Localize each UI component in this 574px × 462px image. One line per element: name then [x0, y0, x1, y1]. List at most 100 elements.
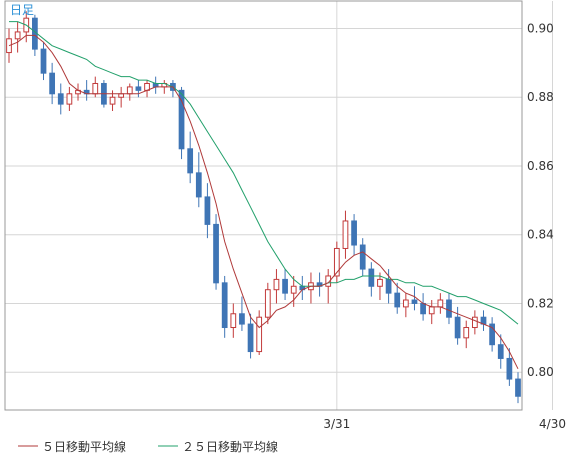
candle	[66, 86, 73, 111]
candle	[420, 293, 426, 321]
candle-body	[325, 275, 332, 287]
candle	[57, 83, 64, 115]
candle-body	[40, 48, 47, 74]
candle-body	[497, 344, 504, 359]
candle-body	[394, 292, 401, 308]
candle-body	[359, 244, 366, 270]
candle	[75, 83, 81, 101]
candle	[290, 275, 297, 307]
candle	[411, 286, 418, 311]
candle-body	[14, 31, 21, 40]
y-tick-labels: 0.90 0.88 0.86 0.84 0.82 0.80	[527, 21, 554, 379]
candle	[264, 282, 271, 325]
candle	[359, 238, 366, 276]
candle	[204, 183, 211, 239]
candle	[351, 214, 357, 256]
candle	[377, 272, 383, 301]
candle	[480, 310, 487, 331]
candle	[446, 293, 452, 325]
candle	[178, 86, 185, 160]
candle-body	[351, 220, 357, 246]
candle	[454, 306, 461, 345]
candle-body	[213, 223, 219, 284]
candle-body	[49, 72, 56, 95]
candle-body	[420, 302, 426, 315]
candle-body	[446, 299, 452, 318]
candle	[273, 269, 280, 304]
legend: ５日移動平均線 ２５日移動平均線	[18, 439, 278, 454]
candle	[144, 80, 150, 98]
y-tick-label: 0.88	[527, 90, 554, 104]
candle	[256, 310, 263, 356]
candle	[333, 241, 340, 283]
candle	[506, 348, 513, 386]
candle	[308, 272, 314, 304]
period-label: 日足	[10, 3, 34, 17]
candle-body	[454, 316, 461, 339]
ma25-line	[9, 21, 519, 325]
candle-body	[471, 316, 478, 329]
candle	[221, 275, 228, 338]
candle-body	[290, 285, 297, 294]
candle	[282, 269, 288, 301]
candle-body	[66, 93, 73, 105]
candle-body	[204, 196, 211, 225]
x-tick-labels: 3/314/305/307/1	[323, 417, 566, 431]
y-tick-label: 0.90	[527, 21, 554, 35]
candle-body	[342, 220, 349, 249]
candle-body	[57, 93, 64, 105]
candle-body	[273, 278, 280, 291]
candle-body	[463, 327, 470, 339]
candle	[497, 334, 504, 369]
candle	[126, 83, 133, 101]
candle-body	[411, 299, 418, 304]
candle	[118, 86, 125, 108]
candle-body	[515, 378, 521, 397]
candle	[195, 152, 202, 208]
candle	[368, 262, 375, 297]
y-tick-label: 0.84	[527, 228, 554, 242]
candle	[14, 21, 21, 53]
candle	[437, 293, 444, 314]
y-tick-label: 0.82	[527, 296, 554, 310]
candle	[325, 269, 332, 304]
candle	[152, 76, 159, 94]
legend-ma5-label: ５日移動平均線	[42, 439, 126, 454]
candle-body	[264, 289, 271, 318]
candle-body	[428, 306, 435, 315]
candle-body	[385, 278, 392, 294]
candle-body	[187, 148, 194, 174]
candle	[230, 303, 237, 338]
ma5-line	[8, 34, 519, 370]
candle	[471, 310, 478, 335]
y-tick-label: 0.80	[527, 365, 554, 379]
candle	[187, 131, 194, 184]
candle-body	[247, 323, 254, 353]
candle-body	[282, 278, 288, 294]
candle	[394, 282, 401, 314]
x-tick-label: 3/31	[323, 417, 350, 431]
candle-body	[377, 278, 383, 287]
candle-body	[402, 299, 409, 308]
candle	[239, 296, 245, 331]
candle	[135, 80, 142, 98]
candle	[402, 293, 409, 318]
candle-body	[126, 86, 133, 95]
candle	[316, 272, 323, 297]
candle-body	[437, 299, 444, 308]
candle-body	[256, 316, 263, 353]
candle	[40, 42, 47, 81]
candle-body	[489, 323, 495, 346]
grid	[5, 1, 554, 410]
candle-body	[221, 282, 228, 329]
candle-body	[195, 172, 202, 198]
candle	[247, 313, 254, 359]
candle-body	[118, 93, 125, 98]
y-tick-label: 0.86	[527, 159, 554, 173]
candles	[6, 11, 521, 404]
candle-body	[239, 313, 245, 325]
candle-body	[333, 247, 340, 277]
candle	[49, 62, 56, 105]
legend-ma25-label: ２５日移動平均線	[182, 439, 278, 454]
